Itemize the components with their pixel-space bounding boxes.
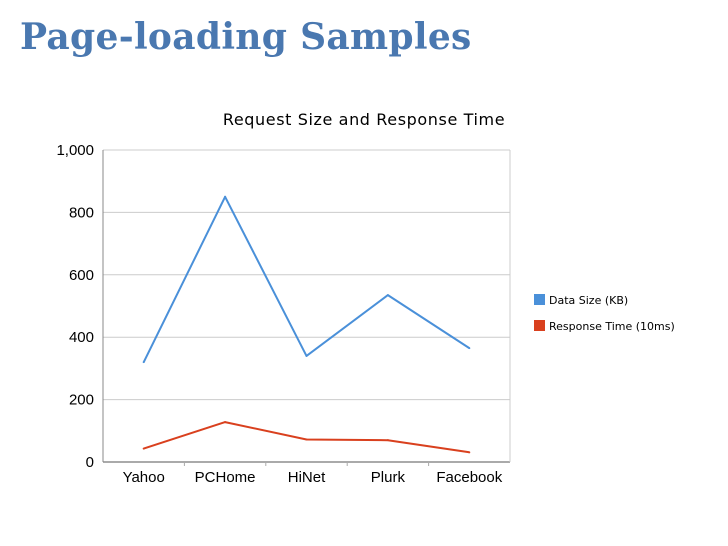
x-tick-label: HiNet	[288, 469, 326, 486]
x-axis: Yahoo PCHome HiNet Plurk Facebook	[123, 462, 503, 486]
gridlines	[103, 149, 511, 463]
y-axis: 0 200 400 600 800 1,000	[56, 142, 104, 471]
data-point	[468, 347, 471, 350]
data-point	[305, 354, 308, 357]
legend: Data Size (KB) Response Time (10ms)	[534, 294, 675, 333]
legend-label: Response Time (10ms)	[549, 320, 675, 333]
chart-title: Request Size and Response Time	[223, 110, 505, 129]
data-point	[142, 447, 145, 450]
y-tick-label: 0	[86, 454, 94, 471]
y-tick-label: 800	[69, 204, 94, 221]
x-tick-label: Plurk	[371, 469, 406, 486]
y-tick-label: 400	[69, 329, 94, 346]
x-tick-label: PCHome	[195, 469, 256, 486]
data-point	[142, 361, 145, 364]
series-line-2	[143, 421, 470, 454]
data-point	[224, 421, 227, 424]
x-tick-label: Yahoo	[123, 469, 165, 486]
data-point	[386, 439, 389, 442]
legend-label: Data Size (KB)	[549, 294, 628, 307]
y-tick-label: 1,000	[56, 142, 94, 159]
data-point	[224, 195, 227, 198]
y-tick-label: 600	[69, 267, 94, 284]
series-lines	[142, 195, 471, 454]
data-point	[468, 451, 471, 454]
data-point	[305, 438, 308, 441]
x-tick-label: Facebook	[436, 469, 502, 486]
legend-swatch	[534, 294, 545, 305]
data-point	[386, 294, 389, 297]
legend-swatch	[534, 320, 545, 331]
slide-title: Page-loading Samples	[20, 16, 472, 58]
y-tick-label: 200	[69, 392, 94, 409]
